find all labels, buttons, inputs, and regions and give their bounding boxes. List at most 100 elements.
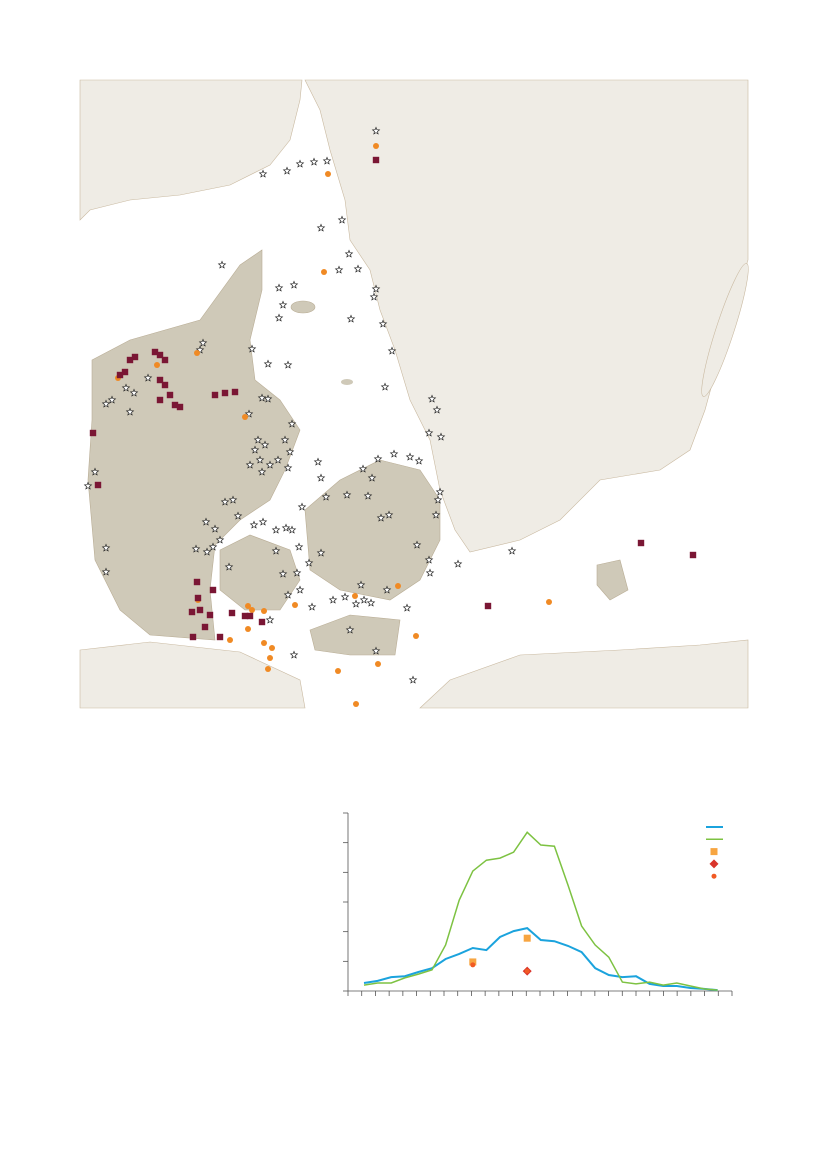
series-line [363,831,718,991]
star-marker [356,580,366,589]
star-marker [380,382,390,391]
star-marker [129,388,139,397]
orange-marker [261,608,267,614]
maroon-marker [216,633,224,641]
orange-marker [546,599,552,605]
maroon-marker [206,611,214,619]
star-marker [507,546,517,555]
star-marker [351,599,361,608]
star-marker [283,463,293,472]
star-marker [369,292,379,301]
maroon-marker [176,403,184,411]
maroon-marker [121,368,129,376]
star-marker [424,555,434,564]
star-marker [282,166,292,175]
star-marker [201,517,211,526]
star-marker [271,546,281,555]
point [524,968,530,974]
star-marker [295,159,305,168]
star-marker [217,260,227,269]
orange-marker [375,661,381,667]
star-marker [271,525,281,534]
maroon-marker [194,594,202,602]
orange-marker [325,171,331,177]
orange-marker [413,633,419,639]
star-marker [382,585,392,594]
maroon-marker [166,391,174,399]
star-marker [322,156,332,165]
star-marker [258,517,268,526]
bornholm [596,559,629,601]
orange-marker [395,583,401,589]
point [470,962,476,968]
star-marker [436,432,446,441]
orange-marker [265,666,271,672]
maroon-marker [241,612,249,620]
star-marker [280,435,290,444]
maroon-marker [209,586,217,594]
star-marker [215,535,225,544]
star-marker [427,394,437,403]
star-marker [83,481,93,490]
star-marker [244,409,254,418]
star-marker [294,542,304,551]
star-marker [107,395,117,404]
star-marker [304,558,314,567]
maroon-marker [188,608,196,616]
star-marker [358,464,368,473]
star-marker [316,223,326,232]
maroon-marker [116,371,124,379]
orange-marker [335,668,341,674]
maroon-marker [372,156,380,164]
maroon-marker [228,609,236,617]
maroon-marker [156,396,164,404]
star-marker [245,460,255,469]
star-marker [346,314,356,323]
lolland-falster [309,614,401,656]
orange-marker [267,655,273,661]
maroon-marker [193,578,201,586]
star-marker [263,359,273,368]
star-marker [101,399,111,408]
orange-marker [373,143,379,149]
star-marker [208,542,218,551]
star-marker [224,562,234,571]
orange-marker [245,603,251,609]
orange-marker [292,602,298,608]
star-marker [101,543,111,552]
zealand [304,459,441,601]
star-marker [371,284,381,293]
star-marker [289,280,299,289]
star-marker [297,502,307,511]
star-marker [90,467,100,476]
star-marker [371,646,381,655]
star-marker [316,548,326,557]
star-marker [373,454,383,463]
oland [701,263,749,397]
star-marker [278,569,288,578]
star-marker [257,393,267,402]
star-marker [321,492,331,501]
star-marker [250,445,260,454]
star-marker [253,435,263,444]
maroon-marker [89,429,97,437]
orange-marker [352,593,358,599]
star-marker [359,595,369,604]
orange-marker [261,640,267,646]
maroon-marker [221,389,229,397]
star-marker [101,567,111,576]
map [79,79,749,709]
star-marker [233,511,243,520]
star-marker [202,547,212,556]
maroon-marker [151,348,159,356]
star-marker [340,592,350,601]
maroon-marker [484,602,492,610]
point [523,934,531,942]
star-marker [425,568,435,577]
star-marker [353,264,363,273]
maroon-marker [246,612,254,620]
star-marker [363,491,373,500]
maroon-marker [126,356,134,364]
star-marker [405,452,415,461]
star-marker [389,449,399,458]
